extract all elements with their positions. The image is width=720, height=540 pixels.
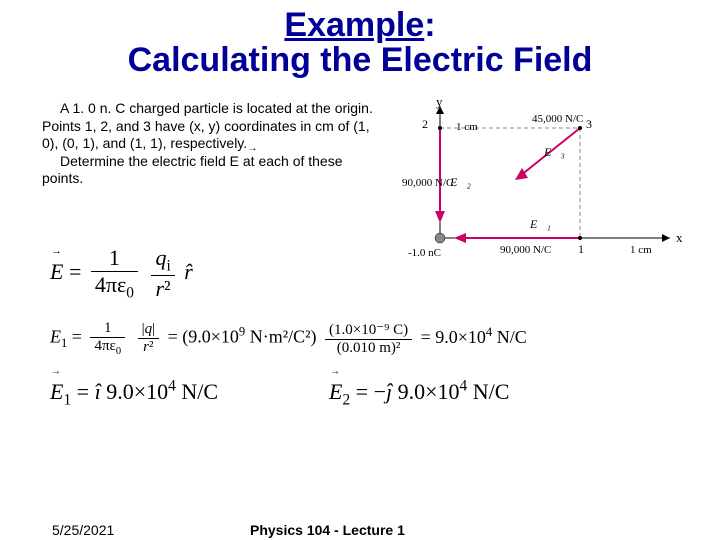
- field-diagram: x y 2 3 1 -1.0 nC 1 cm 45,000 N/C E⃗₃ E⃗…: [400, 98, 690, 268]
- eq2-result: = 9.0×104 N/C: [421, 327, 527, 347]
- axis-y-label: y: [436, 98, 443, 109]
- equation-3: E→1 = î 9.0×104 N/C E→2 = −ĵ 9.0×104 N/C: [50, 377, 670, 409]
- point3-label: 3: [586, 117, 592, 131]
- point2-label: 2: [422, 117, 428, 131]
- equations-block: E→ = 1 4πε0 qi r² r̂ E1 = 1 4πε0 |q| r² …: [50, 245, 670, 427]
- equation-2: E1 = 1 4πε0 |q| r² = (9.0×109 N·m²/C²) (…: [50, 320, 670, 357]
- title-line1: Example:: [0, 6, 720, 45]
- slide-title: Example: Calculating the Electric Field: [0, 0, 720, 80]
- title-word-underlined: Example: [284, 6, 424, 44]
- e3-symbol: E⃗₃: [543, 145, 565, 159]
- eq1-den1: 4πε0: [91, 272, 138, 302]
- title-colon: :: [424, 6, 435, 44]
- problem-para1: A 1. 0 n. C charged particle is located …: [42, 100, 382, 153]
- footer-course: Physics 104 - Lecture 1: [250, 522, 405, 538]
- e3-value: 45,000 N/C: [532, 113, 583, 125]
- e1-symbol: E⃗₁: [529, 217, 551, 231]
- eq2-num: (1.0×10⁻⁹ C): [325, 320, 412, 340]
- problem-para2: Determine the electric field E→ at each …: [42, 153, 382, 188]
- eq1-num2: qi: [151, 245, 174, 276]
- title-line2: Calculating the Electric Field: [0, 41, 720, 80]
- e2-value: 90,000 N/C: [402, 177, 453, 189]
- axis-x-label: x: [676, 230, 683, 245]
- equation-1: E→ = 1 4πε0 qi r² r̂: [50, 245, 670, 302]
- eq3-left: E→1 = î 9.0×104 N/C: [50, 379, 224, 404]
- eq2-den: (0.010 m)²: [325, 340, 412, 357]
- footer-date: 5/25/2021: [52, 522, 114, 538]
- eq1-rhat: r̂: [184, 259, 193, 284]
- tick-1cm-y: 1 cm: [456, 121, 478, 133]
- eq1-den2: r²: [151, 276, 174, 302]
- eq1-num1: 1: [91, 245, 138, 272]
- problem-statement: A 1. 0 n. C charged particle is located …: [42, 100, 382, 188]
- eq3-right: E→2 = −ĵ 9.0×104 N/C: [329, 379, 509, 404]
